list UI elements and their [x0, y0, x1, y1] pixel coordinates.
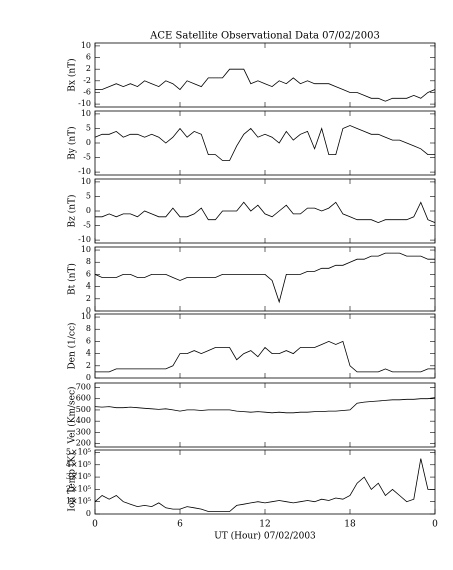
y-tick-label: 2 — [86, 361, 91, 370]
y-tick-label: 700 — [76, 382, 91, 391]
data-line — [95, 201, 436, 224]
y-tick-label: -10 — [78, 235, 91, 244]
y-tick-label: 3×10⁵ — [66, 472, 91, 481]
data-line — [95, 68, 436, 102]
y-axis-label: Bx (nT) — [67, 58, 78, 91]
y-tick-label: -6 — [83, 87, 91, 96]
y-tick-label: 8 — [86, 257, 91, 266]
y-tick-label: 5 — [86, 123, 91, 132]
y-tick-label: 10 — [81, 312, 91, 321]
y-tick-label: 2×10⁵ — [66, 484, 91, 493]
y-tick-label: 6 — [86, 269, 91, 278]
chart-title: ACE Satellite Observational Data 07/02/2… — [149, 31, 380, 42]
y-axis-label: Vel (Km/sec) — [67, 386, 78, 444]
y-tick-label: 0 — [86, 306, 91, 315]
y-tick-label: 2 — [86, 64, 91, 73]
y-tick-label: -10 — [78, 99, 91, 108]
y-tick-label: 0 — [86, 373, 91, 382]
y-tick-label: 6 — [86, 336, 91, 345]
x-axis-label: UT (Hour) 07/02/2003 — [214, 531, 316, 542]
y-tick-label: 4×10⁵ — [66, 460, 91, 469]
y-tick-label: 4 — [86, 349, 91, 358]
y-axis-label: Ion Temp (K) — [67, 452, 78, 511]
y-tick-label: 10 — [81, 109, 91, 118]
data-line — [95, 340, 435, 373]
y-tick-label: 8 — [86, 324, 91, 333]
y-tick-label: 6 — [86, 53, 91, 62]
y-tick-label: -5 — [83, 153, 91, 162]
y-tick-label: 0 — [86, 509, 91, 518]
x-tick-label: 0 — [432, 520, 438, 530]
y-tick-label: 10 — [81, 177, 91, 186]
y-tick-label: 300 — [76, 427, 91, 436]
y-tick-label: 4 — [86, 282, 91, 291]
y-tick-label: 400 — [76, 416, 91, 425]
x-tick-label: 0 — [92, 520, 98, 530]
y-axis-label: Bt (nT) — [67, 263, 78, 295]
y-tick-label: 2 — [86, 294, 91, 303]
y-axis-label: By (nT) — [67, 126, 78, 159]
data-line — [94, 397, 436, 414]
y-axis-label: Den (1/cc) — [67, 322, 78, 369]
y-tick-label: 0 — [86, 138, 91, 147]
data-line — [94, 458, 435, 512]
y-tick-label: 200 — [76, 439, 91, 448]
data-line — [94, 125, 435, 161]
data-line — [94, 252, 435, 304]
y-tick-label: 0 — [86, 206, 91, 215]
x-tick-label: 6 — [177, 520, 183, 530]
y-tick-label: 500 — [76, 405, 91, 414]
y-axis-label: Bz (nT) — [67, 194, 78, 227]
x-tick-label: 18 — [344, 520, 356, 530]
y-tick-label: -5 — [83, 221, 91, 230]
y-tick-label: 5×10⁵ — [66, 447, 91, 456]
x-tick-label: 12 — [259, 520, 270, 530]
y-tick-label: 10 — [81, 41, 91, 50]
y-tick-label: -10 — [78, 167, 91, 176]
y-tick-label: 600 — [76, 394, 91, 403]
y-tick-label: -2 — [83, 76, 91, 85]
y-tick-label: 10 — [81, 245, 91, 254]
y-tick-label: 5 — [86, 191, 91, 200]
y-tick-label: 1×10⁵ — [66, 497, 91, 506]
